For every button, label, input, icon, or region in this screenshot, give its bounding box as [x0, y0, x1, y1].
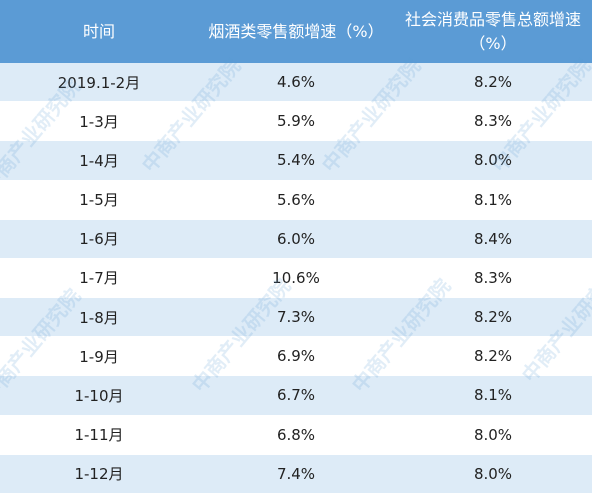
table-cell: 1-4月	[0, 140, 198, 181]
table-cell: 6.8%	[198, 415, 394, 455]
header-cell: 烟酒类零售额增速（%）	[198, 0, 394, 63]
table-cell: 8.4%	[394, 219, 592, 259]
table-cell: 7.4%	[198, 454, 394, 494]
table-cell: 4.6%	[198, 63, 394, 103]
table-row: 1-5月 5.6% 8.1%	[0, 180, 592, 220]
table-cell: 1-11月	[0, 415, 198, 455]
table-row: 2019.1-2月 4.6% 8.2%	[0, 63, 592, 103]
table-cell: 1-10月	[0, 375, 198, 416]
table-cell: 1-5月	[0, 180, 198, 220]
table-cell: 8.1%	[394, 180, 592, 220]
table-cell: 1-12月	[0, 454, 198, 494]
table-cell: 1-8月	[0, 297, 198, 338]
table-row: 1-6月 6.0% 8.4%	[0, 219, 592, 259]
table-cell: 8.0%	[394, 415, 592, 455]
table-row: 1-8月 7.3% 8.2%	[0, 297, 592, 338]
table-cell: 8.2%	[394, 297, 592, 338]
table-cell: 7.3%	[198, 297, 394, 338]
table-cell: 8.0%	[394, 454, 592, 494]
table-cell: 8.0%	[394, 140, 592, 181]
table-cell: 5.9%	[198, 101, 394, 142]
table-cell: 6.7%	[198, 375, 394, 416]
table-row: 1-10月 6.7% 8.1%	[0, 375, 592, 416]
table-cell: 2019.1-2月	[0, 63, 198, 103]
header-cell: 时间	[0, 0, 198, 63]
table-cell: 5.6%	[198, 180, 394, 220]
table-header: 时间 烟酒类零售额增速（%） 社会消费品零售总额增速（%）	[0, 0, 592, 63]
table-row: 1-9月 6.9% 8.2%	[0, 336, 592, 377]
table-row: 1-7月 10.6% 8.3%	[0, 258, 592, 299]
table-cell: 10.6%	[198, 258, 394, 299]
table-row: 1-12月 7.4% 8.0%	[0, 454, 592, 494]
table-cell: 6.0%	[198, 219, 394, 259]
header-row: 时间 烟酒类零售额增速（%） 社会消费品零售总额增速（%）	[0, 0, 592, 63]
table-cell: 8.1%	[394, 375, 592, 416]
table-row: 1-11月 6.8% 8.0%	[0, 415, 592, 455]
table-cell: 1-6月	[0, 219, 198, 259]
table-cell: 1-3月	[0, 101, 198, 142]
table-row: 1-3月 5.9% 8.3%	[0, 101, 592, 142]
table-cell: 1-7月	[0, 258, 198, 299]
table-cell: 8.3%	[394, 258, 592, 299]
table-body: 2019.1-2月 4.6% 8.2% 1-3月 5.9% 8.3% 1-4月 5.4% 8.0…	[0, 63, 592, 494]
table-cell: 6.9%	[198, 336, 394, 377]
table-cell: 8.2%	[394, 336, 592, 377]
table-row: 1-4月 5.4% 8.0%	[0, 140, 592, 181]
header-cell: 社会消费品零售总额增速（%）	[394, 0, 592, 63]
table-cell: 1-9月	[0, 336, 198, 377]
table-cell: 8.3%	[394, 101, 592, 142]
table-cell: 8.2%	[394, 63, 592, 103]
table-cell: 5.4%	[198, 140, 394, 181]
